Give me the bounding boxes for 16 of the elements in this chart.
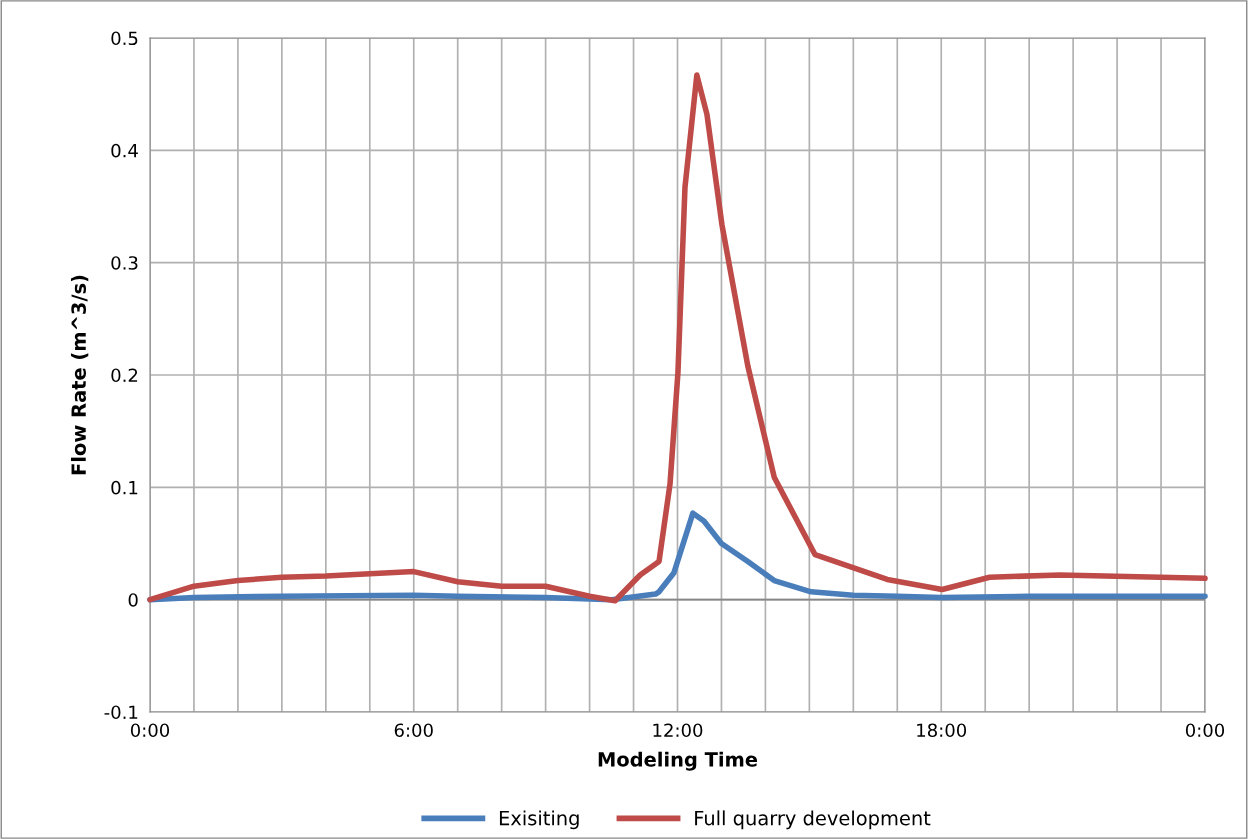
x-tick-label: 0:00 bbox=[130, 723, 170, 738]
y-tick-label: 0.4 bbox=[111, 143, 138, 158]
y-axis-title: Flow Rate (m^3/s) bbox=[70, 275, 89, 475]
x-tick-label: 12:00 bbox=[653, 723, 703, 738]
y-tick-label: 0.3 bbox=[111, 256, 138, 270]
y-tick-label: -0.1 bbox=[104, 705, 138, 720]
legend-label: Exisiting bbox=[499, 810, 579, 830]
y-tick-label: 0.1 bbox=[111, 480, 138, 495]
y-tick-label: 0.2 bbox=[111, 368, 138, 383]
legend-label: Full quarry development bbox=[695, 810, 931, 830]
x-axis-title: Modeling Time bbox=[598, 751, 758, 771]
y-tick-label: 0.5 bbox=[111, 31, 138, 46]
x-tick-label: 6:00 bbox=[394, 723, 433, 738]
y-tick-label: 0 bbox=[128, 593, 138, 607]
x-tick-label: 0:00 bbox=[1185, 723, 1225, 738]
x-tick-label: 18:00 bbox=[917, 723, 967, 738]
